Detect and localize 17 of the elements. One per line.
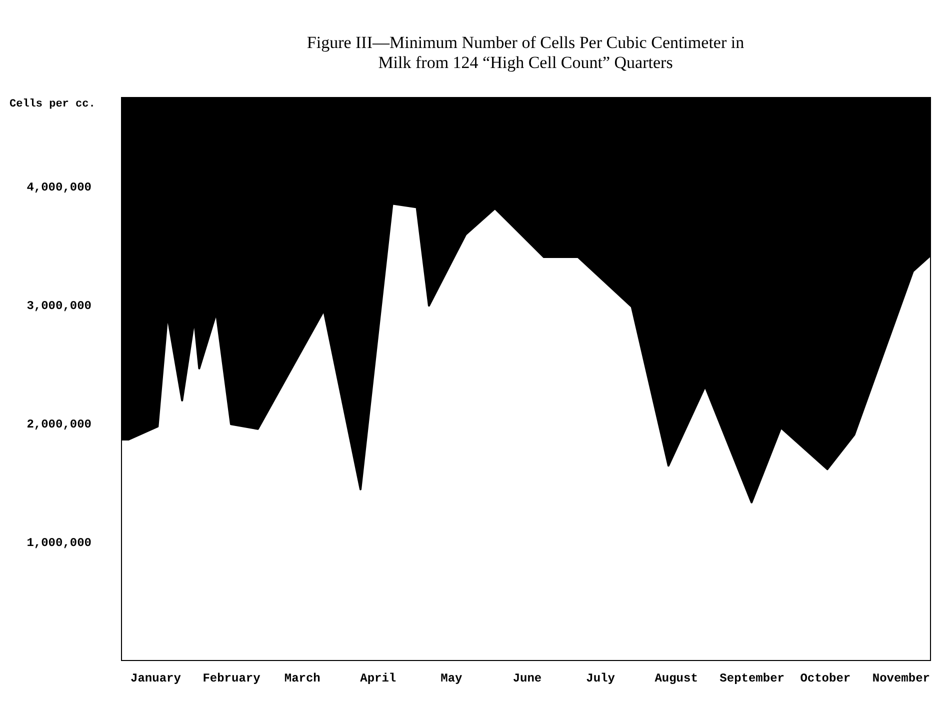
y-tick-label: 4,000,000	[26, 180, 92, 194]
x-tick-label: June	[512, 672, 542, 686]
x-tick-label: February	[202, 672, 260, 686]
x-tick-label: July	[586, 672, 615, 686]
y-tick-label: 2,000,000	[26, 417, 92, 432]
y-tick-label: 1,000,000	[26, 536, 92, 550]
x-tick-label: January	[130, 672, 181, 686]
x-tick-label: November	[872, 672, 930, 686]
x-tick-label: October	[800, 672, 851, 686]
chart-title: Figure III—Minimum Number of Cells Per Cubic Centimeter in Milk from 124 “High Cell Count” Quarters	[306, 33, 745, 72]
x-tick-label: September	[720, 672, 784, 686]
x-tick-label: March	[284, 672, 320, 686]
x-tick-label: August	[654, 672, 698, 686]
x-tick-label: April	[360, 672, 396, 686]
y-tick-label: 3,000,000	[26, 298, 92, 313]
x-tick-label: May	[440, 672, 462, 686]
y-axis-title: Cells per cc.	[10, 98, 96, 110]
